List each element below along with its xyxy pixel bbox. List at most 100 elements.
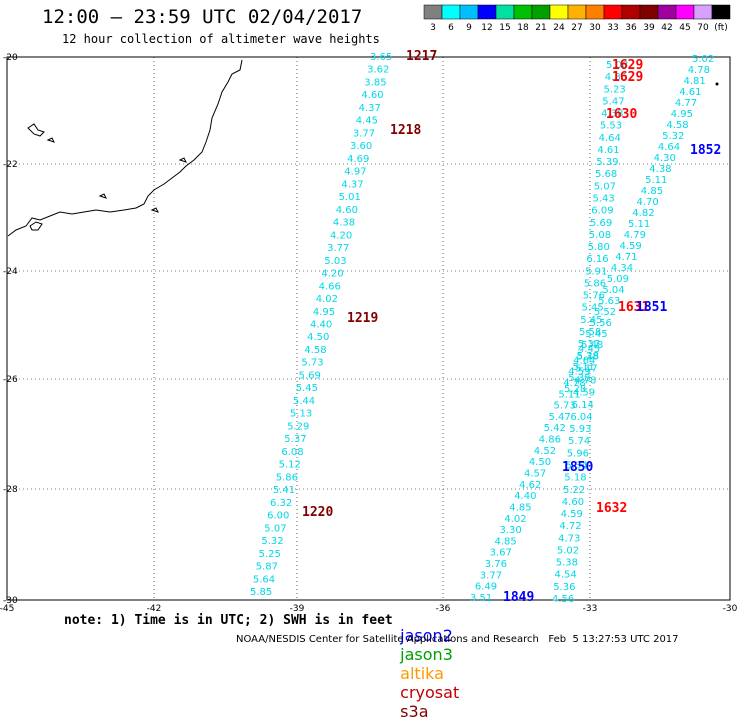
colorbar-label: 24 — [553, 23, 565, 33]
swh-value: 4.62 — [519, 480, 541, 491]
swh-value: 4.45 — [578, 344, 600, 355]
swh-value: 5.56 — [590, 318, 612, 329]
pass-number-label: 1629 — [612, 70, 643, 85]
swh-value: 5.36 — [553, 582, 575, 593]
swh-value: 5.17 — [575, 363, 597, 374]
swh-value: 5.52 — [594, 307, 616, 318]
swh-value: 5.45 — [582, 303, 604, 314]
swh-value: 5.69 — [299, 371, 321, 382]
swh-value: 5.73 — [554, 401, 576, 412]
swh-value: 5.68 — [595, 169, 617, 180]
legend-cryosat: cryosat — [400, 683, 460, 702]
colorbar-label: 33 — [607, 23, 618, 33]
swh-value: 4.66 — [319, 281, 341, 292]
swh-value: 5.76 — [583, 291, 605, 302]
colorbar-swatch — [513, 4, 533, 20]
swh-value: 4.54 — [555, 570, 577, 581]
pass-number-label: 1851 — [636, 300, 667, 315]
swh-value: 4.38 — [649, 164, 671, 175]
swh-value: 4.59 — [568, 367, 590, 378]
lon-tick-label: -30 — [723, 604, 738, 614]
colorbar-label: 45 — [679, 23, 690, 33]
swh-value: 4.78 — [574, 376, 596, 387]
axis-tick-labels: -45 -42 -39 -36 -33 -30 -20 -22 -24 -26 -28 -30 — [0, 53, 738, 614]
swh-value: 5.04 — [602, 285, 624, 296]
chart-subtitle: 12 hour collection of altimeter wave hei… — [62, 32, 380, 46]
swh-value: 4.59 — [561, 509, 583, 520]
colorbar-swatch — [603, 4, 623, 20]
lon-tick-label: -45 — [0, 604, 14, 614]
swh-value: 4.56 — [552, 594, 574, 605]
legend-s3a: s3a — [400, 702, 429, 721]
colorbar-swatch — [639, 4, 659, 20]
swh-value: 5.08 — [589, 230, 611, 241]
swh-value: 4.50 — [307, 332, 329, 343]
swh-value: 5.38 — [556, 558, 578, 569]
swh-value: 4.60 — [336, 205, 358, 216]
colorbar-label: 3 — [430, 23, 436, 33]
swh-value: 4.64 — [573, 355, 595, 366]
colorbar-label: 30 — [589, 23, 601, 33]
swh-value: 4.58 — [666, 120, 688, 131]
swh-value: 4.72 — [559, 521, 581, 532]
swh-value: 6.08 — [281, 447, 303, 458]
swh-value: 5.96 — [567, 448, 589, 459]
swh-track-c: 5.024.784.814.614.774.954.585.324.644.30… — [564, 54, 714, 395]
swh-value: 5.11 — [558, 389, 580, 400]
swh-track-a: 3.653.623.854.604.374.453.773.604.694.97… — [250, 52, 392, 598]
colorbar-swatch — [621, 4, 641, 20]
swh-track-d: 4.454.644.594.785.115.735.475.424.864.52… — [470, 344, 600, 604]
swh-value: 5.38 — [577, 351, 599, 362]
pass-number-label: 1219 — [347, 311, 378, 326]
pass-number-label: 1629 — [612, 58, 643, 73]
swh-value: 6.16 — [586, 254, 608, 265]
colorbar-label: 9 — [466, 23, 472, 33]
swh-value: 4.64 — [658, 142, 680, 153]
swh-value: 4.69 — [347, 154, 369, 165]
colorbar-swatch — [441, 4, 461, 20]
swh-value: 5.44 — [293, 396, 315, 407]
swh-value: 3.77 — [480, 570, 502, 581]
pass-number-label: 1218 — [390, 123, 421, 138]
swh-value: 4.85 — [641, 186, 663, 197]
swh-value: 3.67 — [490, 548, 512, 559]
swh-value: 5.58 — [579, 327, 601, 338]
swh-track-b: 5.084.855.235.474.385.534.644.615.395.68… — [552, 60, 628, 605]
swh-value: 5.02 — [692, 54, 714, 65]
swh-value: 5.73 — [301, 358, 323, 369]
swh-value: 3.77 — [327, 243, 349, 254]
swh-value: 5.45 — [296, 383, 318, 394]
lat-tick-label: -24 — [3, 267, 18, 277]
colorbar-swatch — [711, 4, 731, 20]
swh-value: 4.59 — [620, 241, 642, 252]
swh-value: 4.85 — [495, 536, 517, 547]
swh-value: 5.09 — [607, 274, 629, 285]
swh-value: 4.59 — [573, 388, 595, 399]
swh-value: 6.04 — [570, 412, 592, 423]
swh-value: 4.20 — [330, 230, 352, 241]
swh-value: 3.85 — [364, 78, 386, 89]
swh-value: 4.97 — [344, 167, 366, 178]
swh-value: 6.14 — [572, 400, 594, 411]
colorbar-swatch — [657, 4, 677, 20]
pass-number-label: 1849 — [503, 590, 534, 605]
colorbar-label: 70 — [697, 23, 709, 33]
swh-value: 4.82 — [632, 208, 654, 219]
swh-value: 5.22 — [563, 485, 585, 496]
swh-value: 4.45 — [356, 116, 378, 127]
swh-value: 6.09 — [591, 206, 613, 217]
data-point-dot — [715, 82, 719, 86]
colorbar-swatch — [585, 4, 605, 20]
colorbar-label: 15 — [499, 23, 510, 33]
swh-value: 4.58 — [304, 345, 326, 356]
swh-value: 5.07 — [594, 181, 616, 192]
colorbar-label: (ft) — [714, 23, 728, 33]
swh-value: 5.28 — [577, 351, 599, 362]
map-frame — [6, 56, 731, 601]
swh-value: 5.85 — [250, 587, 272, 598]
swh-value: 5.47 — [602, 96, 624, 107]
colorbar-swatch — [531, 4, 551, 20]
pass-number-label: 1850 — [562, 460, 593, 475]
swh-value: 4.30 — [654, 153, 676, 164]
swh-value: 4.71 — [615, 252, 637, 263]
